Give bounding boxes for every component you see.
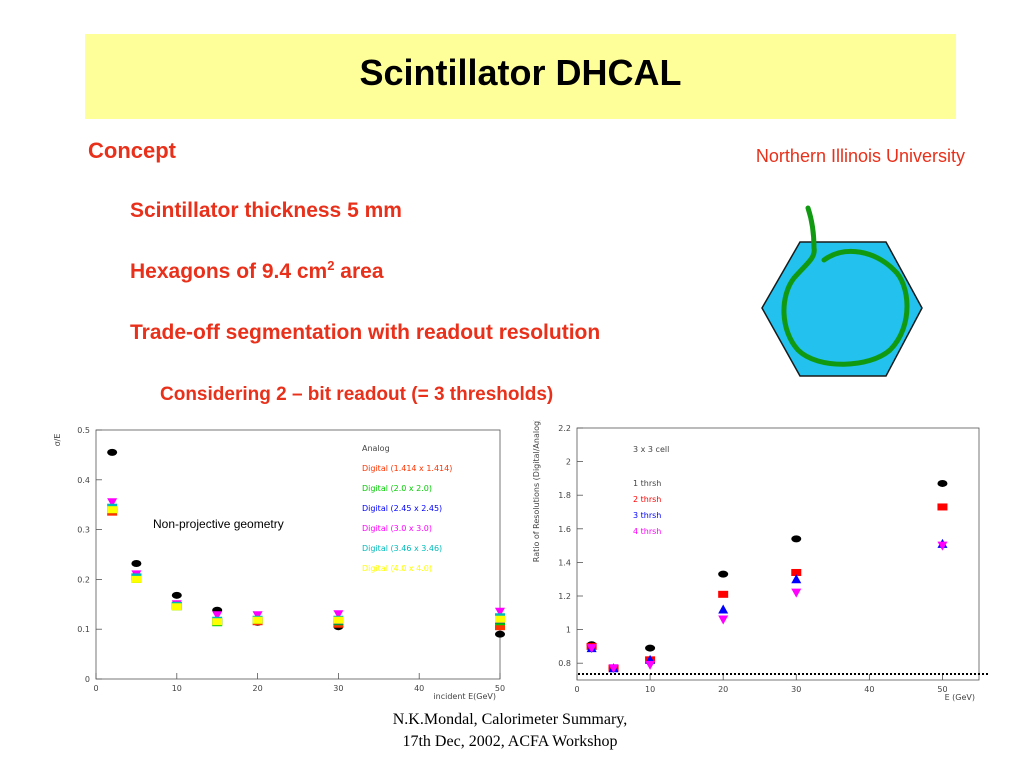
legend-entry: Digital (4.0 x 4.0): [362, 564, 432, 573]
considering-note: Considering 2 – bit readout (= 3 thresho…: [160, 384, 554, 405]
concept-heading: Concept: [88, 138, 176, 163]
hexagon-shape: [761, 241, 923, 377]
data-point: [791, 574, 802, 584]
x-tick-label: 0: [574, 685, 579, 694]
data-point: [495, 630, 505, 638]
data-point: [107, 448, 118, 456]
y-tick-label: 0.3: [77, 526, 90, 535]
x-tick-label: 10: [172, 684, 182, 693]
data-point: [791, 588, 802, 598]
y-tick-label: 0.4: [77, 476, 90, 485]
dotted-separator: [578, 673, 988, 675]
legend-entry: Digital (3.46 x 3.46): [362, 544, 442, 553]
data-point: [495, 607, 505, 617]
data-point: [171, 603, 182, 611]
bullet-thickness: Scintillator thickness 5 mm: [130, 199, 402, 222]
y-tick-label: 1.6: [558, 525, 571, 534]
x-tick-label: 20: [718, 685, 728, 694]
geometry-note: Non-projective geometry: [153, 517, 284, 531]
data-point: [171, 591, 182, 599]
bullet-tradeoff: Trade-off segmentation with readout reso…: [130, 321, 601, 344]
legend-entry: Analog: [362, 444, 390, 453]
y-tick-label: 1.8: [558, 491, 571, 500]
x-tick-label: 50: [937, 685, 947, 694]
y-tick-label: 0.8: [558, 659, 571, 668]
footer-line-1: N.K.Mondal, Calorimeter Summary,: [392, 711, 628, 728]
data-point: [718, 615, 729, 625]
plot-frame: [95, 429, 501, 680]
legend-entry: Digital (2.0 x 2.0): [362, 484, 432, 493]
resolution-chart: 0 10 20 30 40 50 0 0.1 0.2 0.3 0.4 0.5 incident E(Ge…: [53, 426, 505, 701]
x-tick-label: 40: [414, 684, 424, 693]
bullet-hexagons-suffix: area: [334, 260, 384, 283]
data-point: [937, 479, 948, 487]
x-axis-label: incident E(GeV): [433, 692, 496, 701]
data-point: [937, 541, 948, 551]
legend-entry: 3 thrsh: [633, 511, 661, 520]
data-point: [608, 664, 619, 674]
chart-annotation: 3 x 3 cell: [633, 445, 669, 454]
y-axis-label: Ratio of Resolutions (Digital/Analog): [532, 420, 541, 562]
data-point: [718, 590, 729, 598]
data-point: [495, 623, 505, 631]
legend-entry: 4 thrsh: [633, 527, 661, 536]
slide-title: Scintillator DHCAL: [359, 52, 682, 93]
y-tick-label: 2: [566, 458, 571, 467]
data-point: [791, 568, 802, 576]
data-point: [212, 611, 223, 621]
hexagon-tile-diagram: [761, 205, 923, 377]
bullet-hexagons-text: Hexagons of 9.4 cm: [130, 260, 328, 283]
data-point: [131, 559, 142, 567]
data-point: [645, 660, 656, 670]
y-tick-label: 2.2: [558, 424, 571, 433]
legend-entry: Digital (2.45 x 2.45): [362, 504, 442, 513]
footer-line-2: 17th Dec, 2002, ACFA Workshop: [402, 733, 618, 750]
legend-entry: Digital (1.414 x 1.414): [362, 464, 452, 473]
affiliation-label: Northern Illinois University: [755, 146, 965, 166]
data-point: [718, 570, 729, 578]
x-tick-label: 20: [253, 684, 263, 693]
x-tick-label: 50: [495, 684, 505, 693]
bullet-hexagons-sup: 2: [327, 258, 335, 273]
y-tick-label: 0.5: [77, 426, 90, 435]
ratio-chart: 0 10 20 30 40 50 0.8 1 1.2 1.4 1.6 1.8 2 2.2 E (GeV) Ra…: [532, 420, 980, 702]
data-point: [586, 644, 597, 654]
data-point: [212, 618, 223, 626]
data-point: [645, 644, 656, 652]
legend-entry: Digital (3.0 x 3.0): [362, 524, 432, 533]
y-tick-label: 0.1: [77, 625, 90, 634]
bullet-hexagons: Hexagons of 9.4 cm2 area: [130, 258, 384, 284]
x-tick-label: 40: [864, 685, 874, 694]
x-tick-label: 0: [93, 684, 98, 693]
y-axis-label: σ/E: [53, 434, 62, 447]
data-point: [252, 616, 263, 624]
title-banner: Scintillator DHCAL: [85, 34, 956, 119]
y-tick-label: 0.2: [77, 575, 90, 584]
y-tick-label: 1.4: [558, 558, 571, 567]
data-point: [333, 616, 344, 624]
y-tick-label: 1.2: [558, 592, 571, 601]
data-point: [937, 503, 948, 511]
data-point: [791, 535, 802, 543]
data-point: [107, 506, 118, 514]
y-tick-label: 0: [85, 675, 90, 684]
data-point: [131, 575, 142, 583]
x-axis-label: E (GeV): [945, 693, 975, 702]
wls-fiber-loop: [781, 205, 910, 367]
footer-citation: N.K.Mondal, Calorimeter Summary, 17th De…: [300, 709, 720, 753]
plot-frame: [576, 427, 980, 681]
x-tick-label: 30: [791, 685, 801, 694]
y-tick-label: 1: [566, 626, 571, 635]
data-point: [107, 498, 118, 508]
x-tick-label: 30: [333, 684, 343, 693]
legend-entry: 2 thrsh: [633, 495, 661, 504]
data-point: [495, 615, 505, 623]
data-point: [718, 604, 729, 614]
data-point: [333, 610, 344, 620]
x-tick-label: 10: [645, 685, 655, 694]
legend-entry: 1 thrsh: [633, 479, 661, 488]
